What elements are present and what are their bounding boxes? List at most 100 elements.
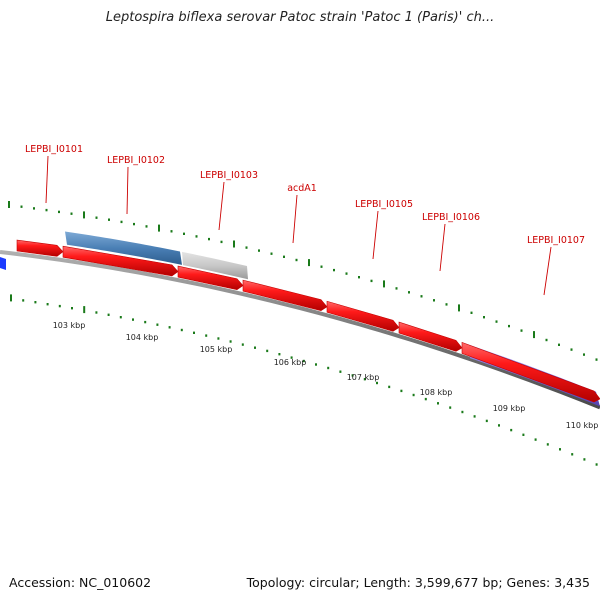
scale-tick-mark bbox=[412, 393, 415, 397]
upper-tick-mark bbox=[483, 316, 485, 319]
gene-arrow[interactable] bbox=[62, 245, 179, 277]
scale-tick-mark bbox=[95, 311, 98, 314]
upper-tick-mark bbox=[233, 240, 235, 248]
upper-tick-mark bbox=[508, 324, 510, 328]
gene-arrow[interactable] bbox=[16, 239, 64, 257]
scale-label: 104 kbp bbox=[126, 333, 159, 342]
upper-tick-mark bbox=[133, 222, 135, 226]
scale-tick-mark bbox=[241, 343, 244, 346]
scale-tick-track bbox=[10, 294, 598, 466]
upper-tick-mark bbox=[8, 201, 10, 208]
scale-tick-mark bbox=[10, 294, 12, 302]
genome-summary-text: Topology: circular; Length: 3,599,677 bp… bbox=[246, 575, 590, 590]
scale-label: 110 kbp bbox=[566, 421, 599, 430]
scale-label: 105 kbp bbox=[200, 345, 233, 354]
scale-tick-mark bbox=[473, 415, 476, 418]
upper-tick-mark bbox=[220, 240, 223, 244]
upper-tick-mark bbox=[45, 208, 48, 212]
scale-tick-mark bbox=[217, 337, 220, 340]
gene-labels: LEPBI_I0101 LEPBI_I0102 LEPBI_I0103 acdA… bbox=[25, 144, 585, 246]
scale-tick-mark bbox=[34, 301, 37, 304]
upper-tick-mark bbox=[158, 224, 160, 232]
upper-tick-mark bbox=[408, 291, 410, 294]
gene-arrow[interactable] bbox=[177, 265, 244, 291]
upper-tick-mark bbox=[345, 272, 348, 275]
gene-label[interactable]: LEPBI_I0106 bbox=[422, 212, 480, 223]
scale-tick-mark bbox=[327, 366, 330, 370]
gene-label[interactable]: LEPBI_I0105 bbox=[355, 199, 413, 210]
scale-tick-mark bbox=[180, 328, 183, 332]
upper-tick-mark bbox=[595, 358, 598, 361]
scale-tick-mark bbox=[351, 374, 354, 377]
upper-tick-mark bbox=[245, 246, 248, 249]
scale-tick-mark bbox=[388, 385, 391, 389]
upper-tick-mark bbox=[283, 255, 285, 258]
scale-tick-mark bbox=[449, 406, 452, 409]
upper-tick-mark bbox=[33, 207, 35, 210]
upper-tick-mark bbox=[183, 232, 185, 235]
upper-tick-mark bbox=[570, 348, 573, 351]
label-connector bbox=[543, 246, 552, 296]
scale-label: 109 kbp bbox=[493, 404, 526, 413]
scale-tick-mark bbox=[315, 363, 317, 366]
scale-tick-mark bbox=[144, 320, 147, 324]
upper-tick-mark bbox=[383, 280, 385, 288]
scale-tick-mark bbox=[302, 359, 305, 363]
feature-blue-bar[interactable] bbox=[65, 231, 182, 265]
label-connector bbox=[45, 155, 49, 204]
upper-tick-mark bbox=[583, 353, 585, 356]
gene-arrow[interactable] bbox=[242, 279, 328, 311]
scale-tick-mark bbox=[168, 326, 171, 329]
upper-tick-mark bbox=[70, 212, 73, 215]
gene-arrow[interactable] bbox=[326, 300, 400, 332]
scale-tick-mark bbox=[22, 299, 25, 302]
upper-tick-mark bbox=[108, 218, 110, 221]
scale-tick-mark bbox=[534, 438, 537, 441]
upper-tick-track bbox=[8, 201, 598, 361]
upper-tick-mark bbox=[58, 210, 60, 214]
map-title: Leptospira biflexa serovar Patoc strain … bbox=[105, 10, 495, 25]
scale-tick-mark bbox=[107, 313, 110, 316]
feature-grey-bar[interactable] bbox=[182, 251, 248, 280]
scale-tick-mark bbox=[71, 307, 73, 310]
scale-tick-mark bbox=[278, 353, 281, 356]
upper-tick-mark bbox=[208, 237, 210, 241]
upper-tick-mark bbox=[370, 279, 373, 283]
scale-label: 108 kbp bbox=[420, 388, 453, 397]
upper-tick-mark bbox=[145, 225, 148, 228]
scale-tick-mark bbox=[290, 356, 293, 359]
scale-tick-mark bbox=[461, 410, 464, 414]
upper-tick-mark bbox=[295, 258, 298, 262]
upper-tick-mark bbox=[333, 268, 335, 272]
scale-tick-mark bbox=[46, 303, 49, 306]
gene-label[interactable]: LEPBI_I0103 bbox=[200, 170, 258, 181]
upper-tick-mark bbox=[533, 331, 535, 339]
upper-tick-mark bbox=[308, 259, 310, 267]
upper-tick-mark bbox=[258, 249, 260, 252]
gene-arrow[interactable] bbox=[398, 321, 463, 352]
gene-label[interactable]: acdA1 bbox=[287, 183, 317, 194]
gene-arrow[interactable] bbox=[461, 341, 600, 403]
label-connector bbox=[292, 194, 298, 244]
accession-text: Accession: NC_010602 bbox=[9, 575, 152, 590]
scale-tick-mark bbox=[132, 318, 134, 321]
label-connector bbox=[439, 223, 446, 272]
scale-tick-mark bbox=[193, 331, 195, 334]
upper-tick-mark bbox=[520, 329, 523, 332]
scale-tick-mark bbox=[229, 340, 232, 343]
scale-tick-mark bbox=[424, 397, 427, 401]
label-connector bbox=[126, 166, 129, 215]
gene-label[interactable]: LEPBI_I0101 bbox=[25, 144, 83, 155]
gene-label[interactable]: LEPBI_I0102 bbox=[107, 155, 165, 166]
scale-tick-mark bbox=[510, 428, 513, 432]
scale-tick-mark bbox=[583, 458, 586, 461]
upper-tick-mark bbox=[170, 230, 173, 233]
gene-arrows[interactable] bbox=[16, 239, 600, 403]
upper-tick-mark bbox=[195, 235, 198, 238]
scale-tick-mark bbox=[522, 433, 525, 436]
edge-blue-feature[interactable] bbox=[0, 257, 6, 270]
gene-label[interactable]: LEPBI_I0107 bbox=[527, 235, 585, 246]
scale-tick-mark bbox=[339, 370, 342, 373]
scale-labels: 103 kbp 104 kbp 105 kbp 106 kbp 107 kbp … bbox=[53, 321, 599, 430]
